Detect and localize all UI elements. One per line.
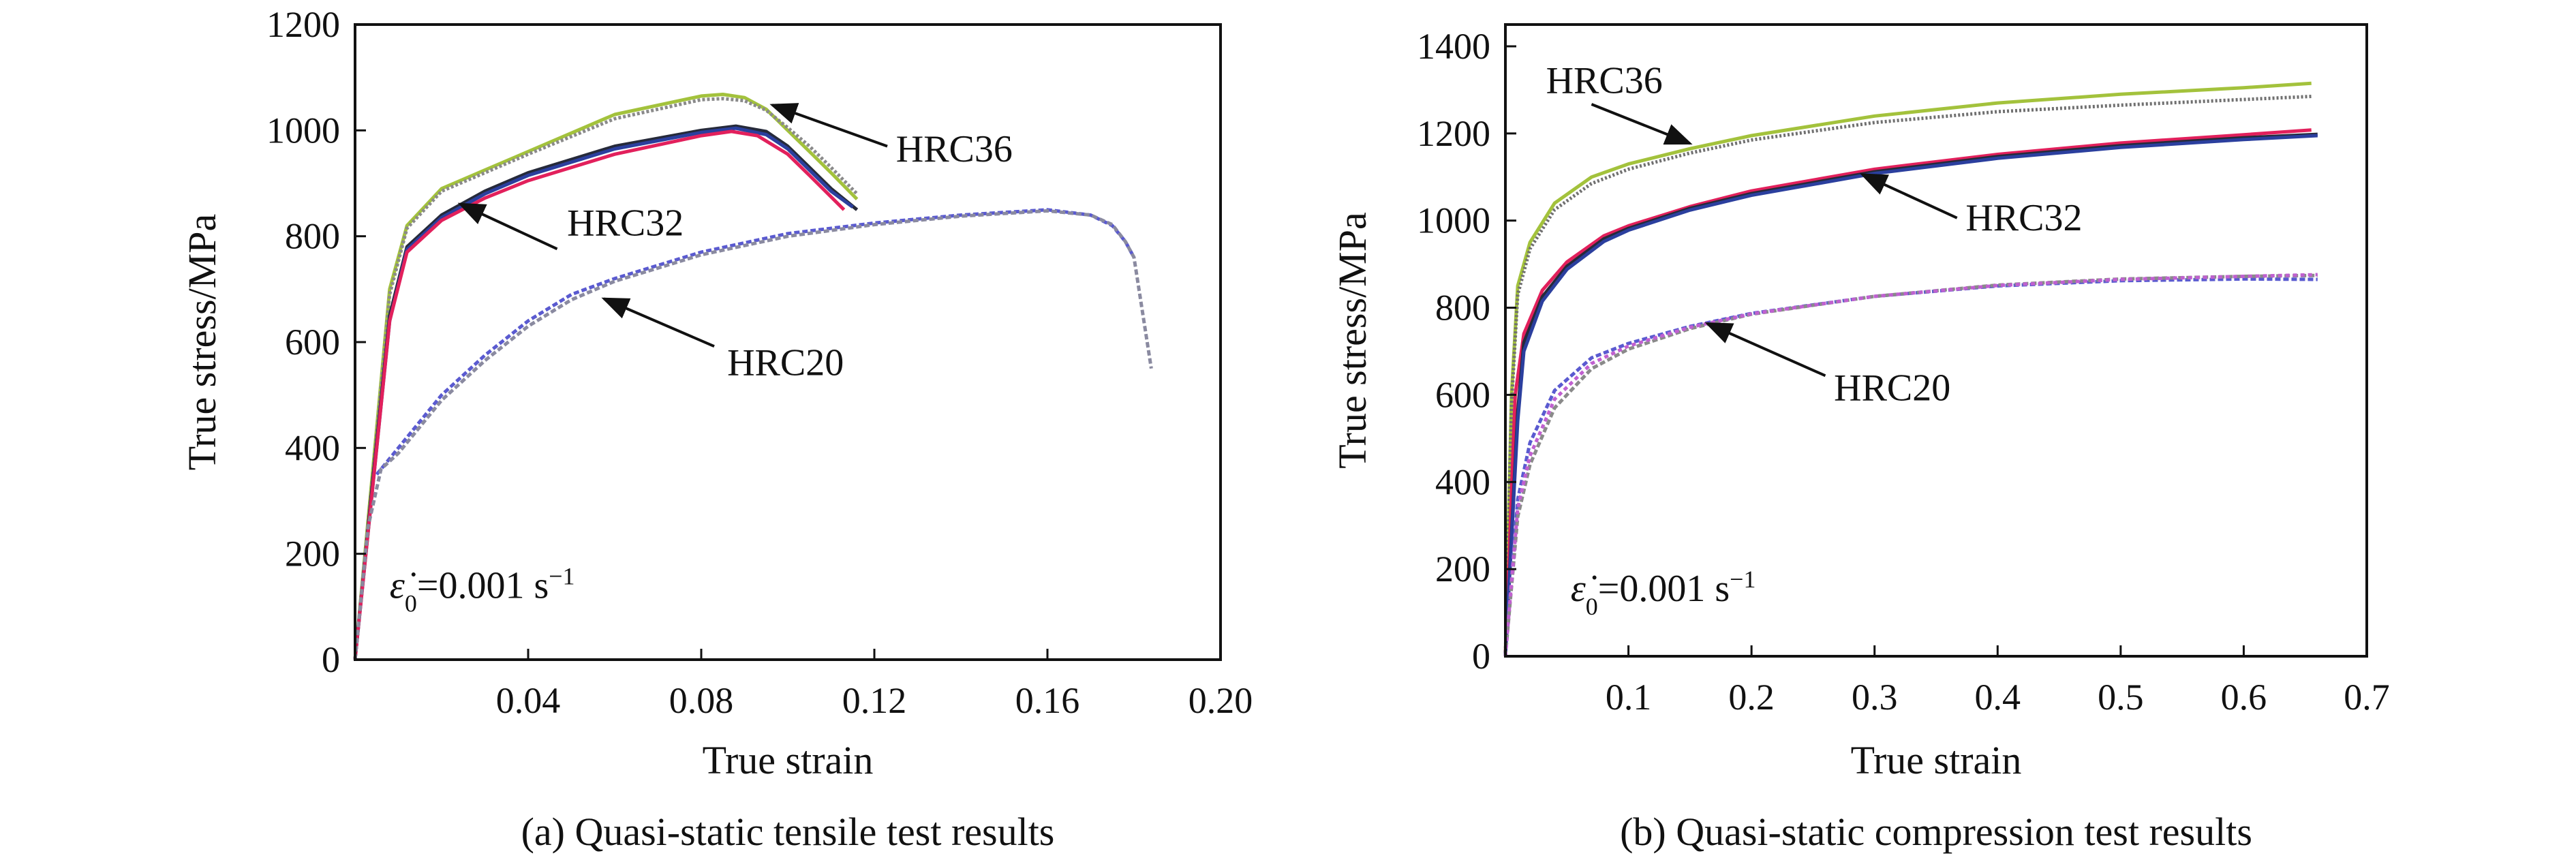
strain-rate-label: ε̇0=0.001 s−1 <box>1571 566 1756 620</box>
y-tick-label: 600 <box>1435 374 1490 415</box>
x-tick-label: 0.20 <box>1189 680 1253 721</box>
y-tick-label: 400 <box>1435 461 1490 502</box>
annotation-arrow <box>457 202 558 251</box>
tensile-chart: 0.04 0.08 0.12 0.16 0.20 0 200 400 600 800 1000 120… <box>180 4 1253 854</box>
strain-rate-sup: −1 <box>1730 566 1755 593</box>
series-line-hrc20-3 <box>1503 273 2318 657</box>
y-tick-label: 600 <box>285 322 340 363</box>
y-tick-label: 200 <box>1435 549 1490 589</box>
y-tick-label: 0 <box>322 639 340 680</box>
annotation-label-hrc20: HRC20 <box>1834 367 1950 409</box>
y-axis-title: True stress/MPa <box>1330 212 1375 469</box>
chart-caption: (b) Quasi-static compression test result… <box>1620 810 2252 854</box>
y-axis-title: True stress/MPa <box>180 214 224 471</box>
annotation-arrow <box>769 103 888 148</box>
strain-rate-sup: −1 <box>549 562 574 589</box>
annotation-label-hrc36: HRC36 <box>1546 60 1663 102</box>
strain-rate-text: =0.001 s <box>1598 568 1730 610</box>
y-tick-label: 1200 <box>266 4 340 45</box>
annotation-label-hrc36: HRC36 <box>896 128 1013 170</box>
x-axis-title: True strain <box>703 738 874 782</box>
series-line-hrc32-3 <box>353 129 846 660</box>
series-line-hrc36-2 <box>1503 95 2312 657</box>
x-tick-label: 0.5 <box>2098 677 2144 718</box>
strain-rate-text: =0.001 s <box>417 564 549 606</box>
x-tick-label: 0.2 <box>1728 677 1775 718</box>
x-tick-label: 0.1 <box>1606 677 1652 718</box>
x-tick-label: 0.12 <box>842 680 907 721</box>
x-tick-label: 0.3 <box>1852 677 1898 718</box>
series-line-hrc20-2 <box>353 209 1153 660</box>
annotation-arrow <box>1591 103 1693 145</box>
series-line-hrc32-3 <box>1503 134 2318 657</box>
strain-rate-sub: 0 <box>405 589 417 617</box>
series-line-hrc36-2 <box>353 97 859 660</box>
x-tick-label: 0.6 <box>2221 677 2267 718</box>
y-tick-label: 0 <box>1472 636 1490 677</box>
series-line-hrc36-1 <box>353 93 859 660</box>
annotation-arrow <box>1704 322 1826 378</box>
y-tick-label: 1400 <box>1417 26 1490 67</box>
y-tick-label: 1200 <box>1417 113 1490 154</box>
annotation-label-hrc32: HRC32 <box>567 202 684 245</box>
compression-chart: 0.1 0.2 0.3 0.4 0.5 0.6 0.7 0 200 400 600 800 1000 12… <box>1330 23 2390 854</box>
series-line-hrc20-1 <box>375 208 1136 476</box>
x-tick-label: 0.08 <box>669 680 734 721</box>
chart-caption: (a) Quasi-static tensile test results <box>521 810 1055 854</box>
y-tick-label: 800 <box>1435 288 1490 328</box>
x-tick-label: 0.7 <box>2344 677 2390 718</box>
annotation-arrow <box>1860 173 1958 219</box>
series-line-hrc36-1 <box>1503 81 2312 657</box>
annotation-arrow <box>601 297 715 348</box>
series-line-hrc32-1 <box>1503 128 2312 657</box>
y-tick-label: 800 <box>285 216 340 257</box>
annotation-label-hrc20: HRC20 <box>727 342 844 384</box>
plot-frame <box>1504 23 2368 658</box>
y-tick-label: 400 <box>285 427 340 468</box>
x-tick-label: 0.16 <box>1015 680 1080 721</box>
strain-rate-sub: 0 <box>1586 593 1598 620</box>
x-tick-label: 0.4 <box>1975 677 2021 718</box>
y-tick-label: 1000 <box>266 110 340 151</box>
y-tick-label: 1000 <box>1417 200 1490 241</box>
x-tick-label: 0.04 <box>496 680 561 721</box>
x-axis-title: True strain <box>1851 738 2022 782</box>
y-tick-label: 200 <box>285 534 340 574</box>
strain-rate-label: ε̇0=0.001 s−1 <box>390 562 575 617</box>
annotation-label-hrc32: HRC32 <box>1965 197 2082 239</box>
